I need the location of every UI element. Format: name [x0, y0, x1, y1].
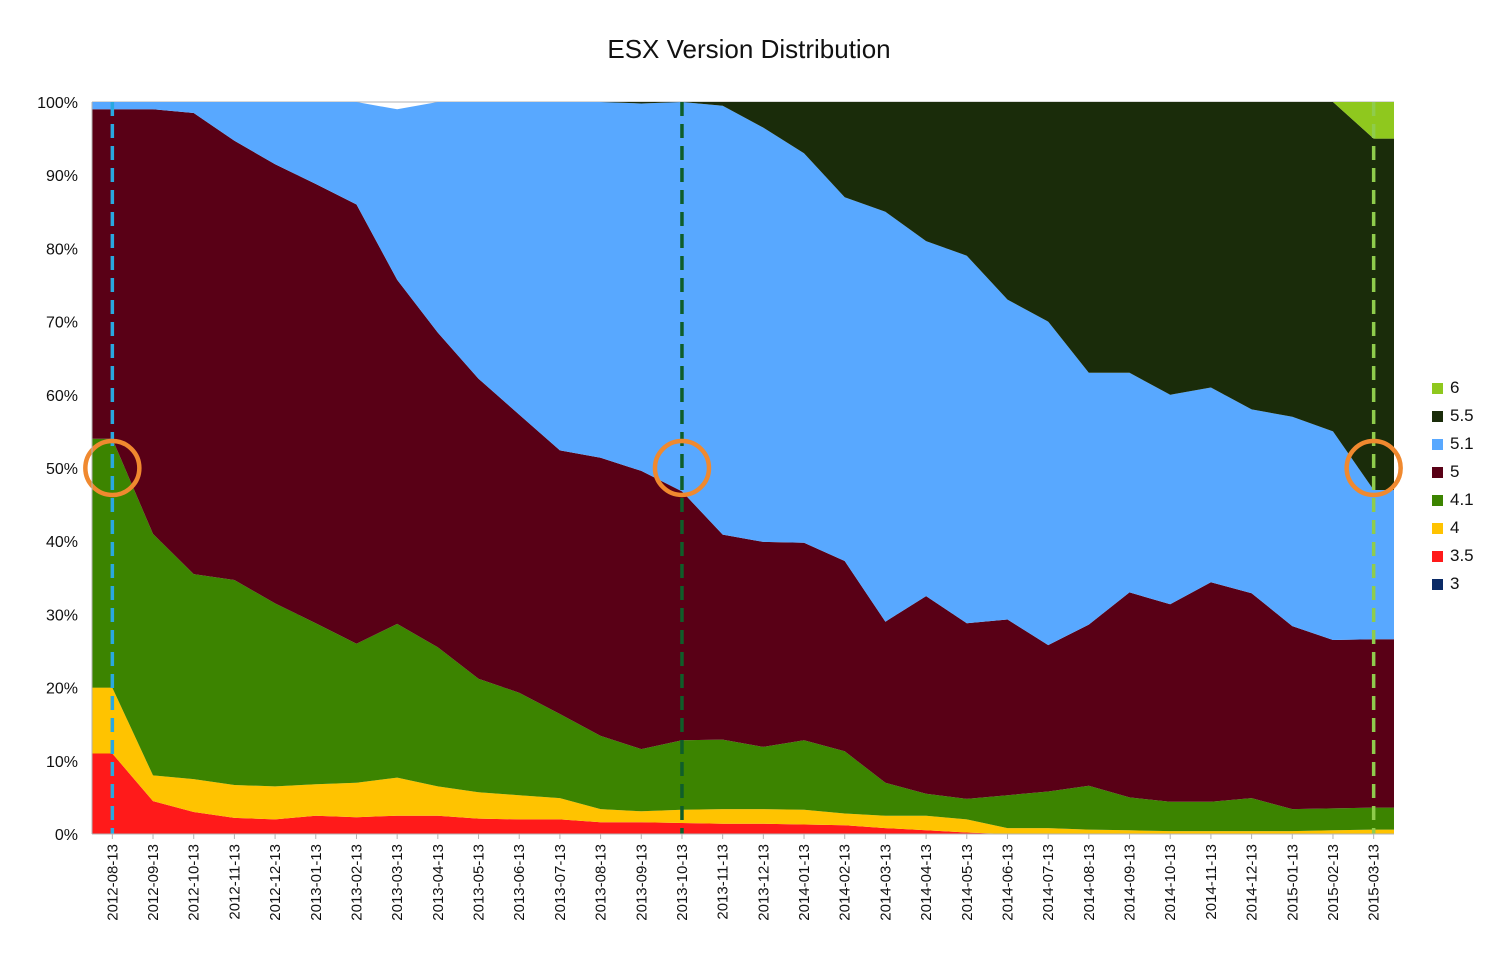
area-series-5-1 [92, 102, 1394, 646]
legend-label: 4.1 [1450, 490, 1474, 509]
y-tick-label: 90% [46, 168, 78, 185]
legend-item: 5.5 [1432, 402, 1474, 430]
legend-item: 3.5 [1432, 542, 1474, 570]
legend-swatch [1432, 466, 1443, 478]
y-tick-label: 50% [46, 461, 78, 478]
x-tick-label: 2013-05-13 [471, 844, 488, 921]
area-layer [92, 102, 1394, 834]
legend-label: 4 [1450, 518, 1460, 537]
highlight-circle [1344, 438, 1403, 498]
x-tick-label: 2014-05-13 [959, 844, 976, 921]
x-tick-label: 2012-10-13 [186, 844, 203, 921]
x-tick-label: 2013-06-13 [511, 844, 528, 921]
x-tick-label: 2013-02-13 [348, 844, 365, 921]
x-tick-label: 2013-10-13 [674, 844, 691, 921]
area-series-4-1 [92, 438, 1394, 832]
legend-item: 3 [1432, 570, 1474, 598]
y-tick-label: 70% [46, 315, 78, 332]
area-series-5-5 [92, 102, 1394, 490]
x-tick-label: 2014-09-13 [1122, 844, 1139, 921]
legend-swatch [1432, 494, 1443, 506]
x-tick-label: 2014-11-13 [1203, 844, 1220, 920]
x-tick-label: 2014-02-13 [837, 844, 854, 921]
x-tick-label: 2014-10-13 [1162, 844, 1179, 921]
x-tick-label: 2014-03-13 [877, 844, 894, 921]
highlight-circle [83, 438, 142, 498]
annotation-layer [83, 102, 1403, 834]
y-tick-label: 100% [37, 95, 78, 112]
x-tick-label: 2013-11-13 [715, 844, 732, 920]
legend-swatch [1432, 438, 1443, 450]
x-tick-label: 2013-04-13 [430, 844, 447, 921]
y-tick-labels: 0% 10% 20% 30% 40% 50% 60% 70% 80% 90% 100% [37, 95, 78, 844]
legend-label: 6 [1450, 378, 1460, 397]
legend-label: 5.5 [1450, 406, 1474, 425]
legend-label: 5.1 [1450, 434, 1474, 453]
x-tick-label: 2012-11-13 [226, 844, 243, 920]
x-tick-label: 2013-12-13 [755, 844, 772, 921]
y-tick-label: 10% [46, 754, 78, 771]
x-tick-label: 2013-07-13 [552, 844, 569, 921]
x-tick-label: 2014-06-13 [999, 844, 1016, 921]
y-tick-label: 80% [46, 241, 78, 258]
x-tick-label: 2012-08-13 [104, 844, 121, 921]
highlight-circle [652, 438, 712, 498]
y-tick-label: 20% [46, 681, 78, 698]
legend-swatch [1432, 410, 1443, 422]
x-tick-label: 2014-08-13 [1081, 844, 1098, 921]
legend-swatch [1432, 550, 1443, 562]
area-series-4 [92, 687, 1394, 834]
legend-swatch [1432, 578, 1443, 590]
legend-swatch [1432, 522, 1443, 534]
y-tick-label: 60% [46, 388, 78, 405]
legend-label: 3.5 [1450, 546, 1474, 565]
legend-item: 5.1 [1432, 430, 1474, 458]
x-tick-label: 2014-04-13 [918, 844, 935, 921]
y-tick-label: 0% [55, 827, 78, 844]
x-tick-label: 2013-09-13 [633, 844, 650, 921]
x-tick-label: 2015-01-13 [1284, 844, 1301, 921]
x-tick-label: 2014-12-13 [1244, 844, 1261, 921]
area-series-5 [92, 109, 1394, 810]
x-tick-label: 2013-01-13 [308, 844, 325, 921]
legend-label: 5 [1450, 462, 1460, 481]
legend-swatch [1432, 382, 1443, 394]
legend-item: 5 [1432, 458, 1474, 486]
legend: 6 5.5 5.1 5 4.1 4 3.5 3 [1432, 374, 1474, 598]
x-tick-label: 2013-03-13 [389, 844, 406, 921]
x-tick-labels: 2012-08-13 2012-09-13 2012-10-13 2012-11-13… [104, 844, 1382, 921]
x-tick-label: 2012-12-13 [267, 844, 284, 921]
x-tick-label: 2014-01-13 [796, 844, 813, 921]
legend-item: 4.1 [1432, 486, 1474, 514]
x-tick-label: 2013-08-13 [593, 844, 610, 921]
x-tick-label: 2015-03-13 [1366, 844, 1383, 921]
legend-item: 6 [1432, 374, 1474, 402]
y-tick-label: 40% [46, 534, 78, 551]
y-tick-label: 30% [46, 607, 78, 624]
legend-item: 4 [1432, 514, 1474, 542]
axis-layer [91, 102, 1394, 839]
x-tick-label: 2014-07-13 [1040, 844, 1057, 921]
legend-label: 3 [1450, 574, 1460, 593]
area-series-3-5 [92, 753, 1394, 834]
x-tick-label: 2015-02-13 [1325, 844, 1342, 921]
x-tick-label: 2012-09-13 [145, 844, 162, 921]
chart-title: ESX Version Distribution [607, 34, 891, 64]
